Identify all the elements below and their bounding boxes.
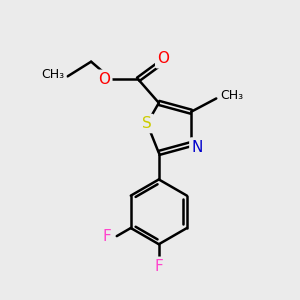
Text: F: F [102,229,111,244]
Text: CH₃: CH₃ [221,89,244,102]
Text: O: O [157,51,169,66]
Text: CH₃: CH₃ [41,68,64,81]
Text: F: F [154,259,163,274]
Text: O: O [98,72,110,87]
Text: N: N [191,140,203,154]
Text: S: S [142,116,152,131]
